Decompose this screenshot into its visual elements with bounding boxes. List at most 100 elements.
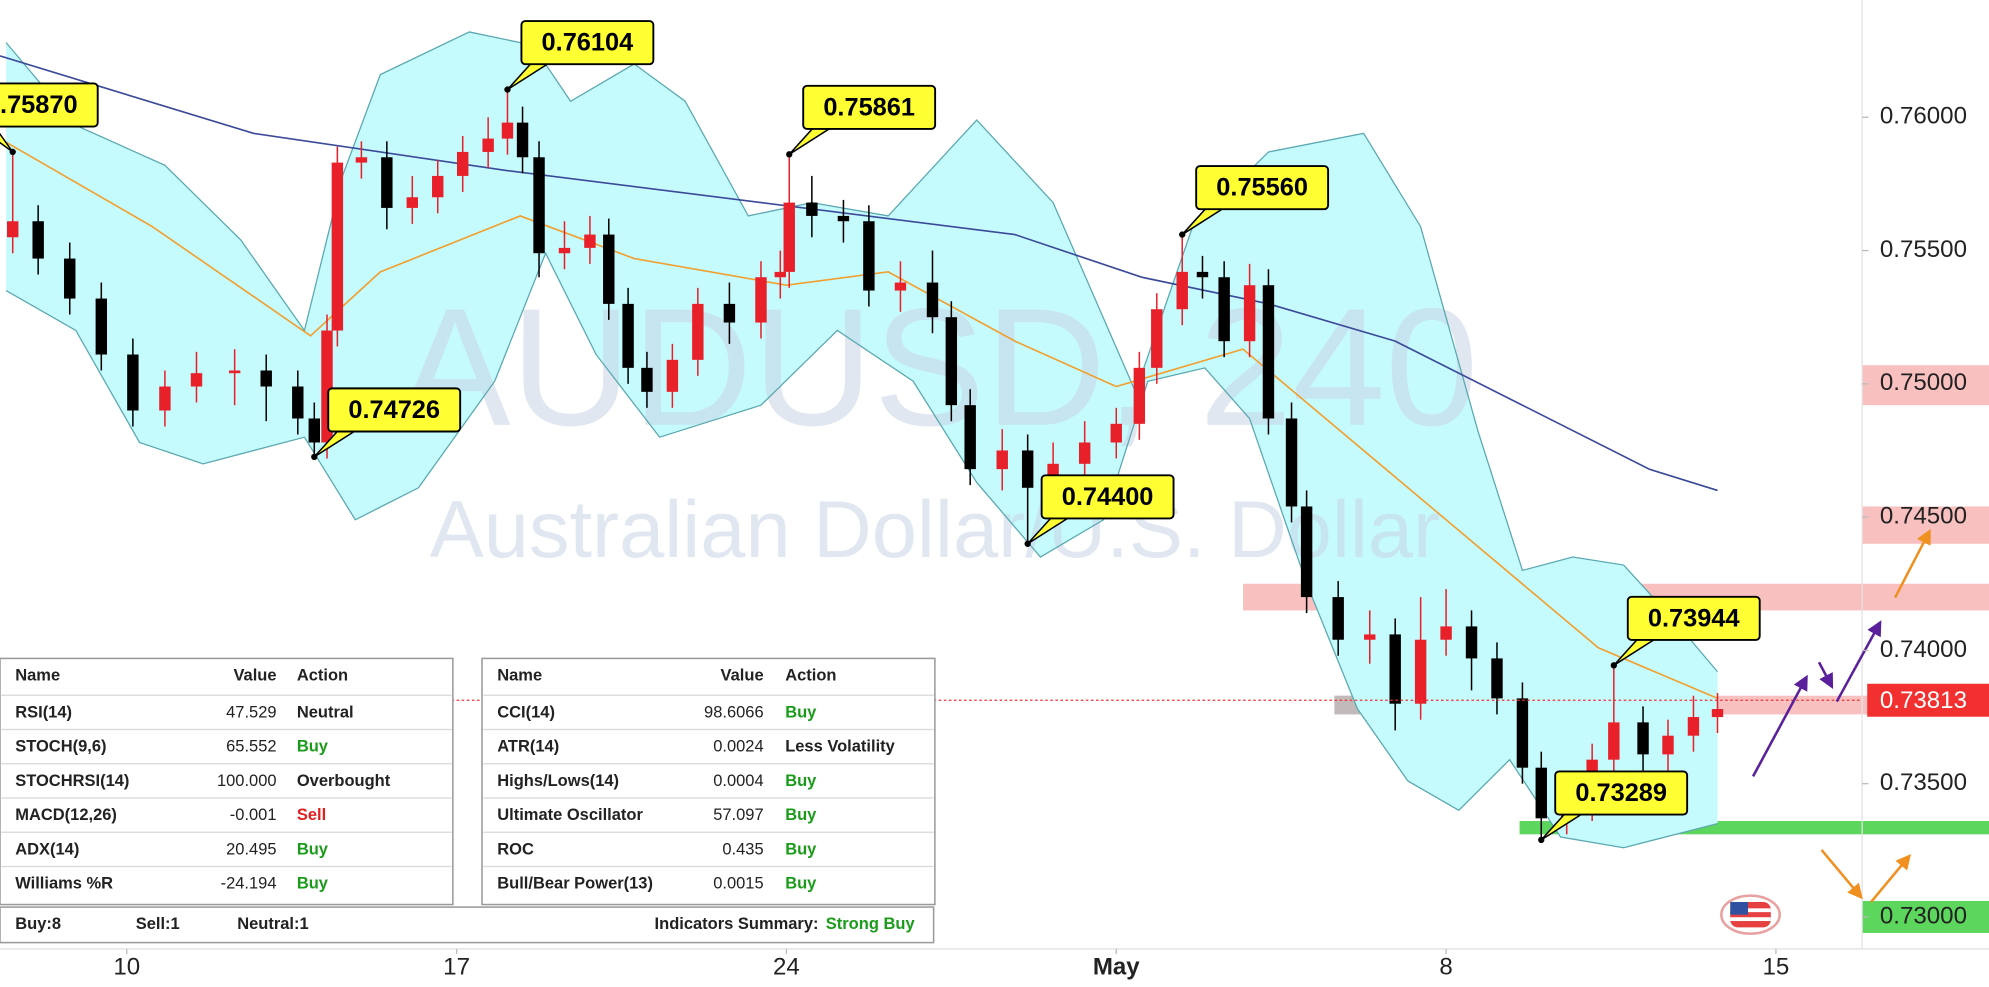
candle-body	[783, 202, 795, 272]
indicator-name: ADX(14)	[15, 840, 79, 858]
indicator-name: MACD(12,26)	[15, 806, 117, 824]
candle-body	[482, 138, 494, 152]
annotation-label: 0.73944	[1648, 604, 1740, 632]
annotation-pointer	[0, 132, 14, 153]
indicator-name: ATR(14)	[497, 738, 559, 756]
candle-body	[381, 157, 393, 208]
indicator-action: Sell	[297, 806, 326, 824]
candle-body	[32, 221, 44, 259]
y-tick-label: 0.74500	[1880, 502, 1967, 529]
flag-stripe	[1730, 917, 1771, 922]
candle-body	[584, 234, 596, 248]
candle-body	[1151, 309, 1163, 368]
annotation-point	[1024, 540, 1031, 547]
annotation-label: 0.76104	[542, 29, 634, 57]
flag-icon	[1720, 894, 1781, 935]
candle-body	[558, 247, 571, 254]
indicator-value: 0.0015	[713, 875, 763, 893]
candle-body	[837, 215, 850, 222]
summary-text: Sell:1	[136, 915, 180, 933]
candle-body	[1110, 423, 1122, 443]
summary-bar	[0, 906, 935, 944]
price-zone	[1862, 365, 1989, 406]
table-header: Action	[297, 667, 348, 685]
summary-text: Strong Buy	[826, 915, 916, 933]
arrow	[1820, 849, 1863, 900]
candle-body	[1414, 639, 1427, 704]
candle-body	[1711, 709, 1724, 718]
candle-body	[1389, 634, 1401, 704]
candle-body	[355, 157, 368, 163]
candle-body	[228, 370, 241, 374]
arrow	[1751, 674, 1808, 778]
band-upper	[5, 31, 1719, 673]
candle-body	[774, 271, 787, 278]
candle-body	[1196, 271, 1209, 278]
indicator-value: 0.0024	[713, 738, 763, 756]
arrow	[1817, 661, 1834, 690]
indicator-name: Bull/Bear Power(13)	[497, 875, 653, 893]
indicator-action: Overbought	[297, 772, 391, 790]
indicator-name: CCI(14)	[497, 703, 555, 721]
price-label: 0.73813	[1880, 687, 1967, 714]
candle-body	[432, 175, 444, 198]
indicator-value: -24.194	[221, 875, 277, 893]
candle-body	[1243, 285, 1256, 342]
candle-body	[127, 354, 139, 411]
annotation-label: 0.74400	[1062, 483, 1154, 511]
annotation-box	[1195, 165, 1330, 211]
annotation-point	[504, 86, 511, 93]
indicator-table	[481, 657, 936, 906]
watermark-symbol: AUDUSD, 240	[399, 274, 1478, 461]
indicator-action: Buy	[785, 875, 817, 893]
candle-body	[1262, 285, 1275, 419]
indicator-action: Buy	[297, 875, 329, 893]
annotation-box	[0, 82, 99, 128]
annotation-label: 0.75560	[1216, 174, 1308, 202]
annotation-label: 0.75870	[0, 91, 78, 119]
x-tick-label: 15	[1763, 953, 1790, 980]
indicator-name: ROC	[497, 840, 534, 858]
candle-body	[723, 303, 736, 323]
price-zone	[1862, 900, 1989, 933]
candle-body	[1218, 277, 1230, 342]
candle-body	[1608, 722, 1620, 760]
flag-canton	[1730, 902, 1748, 915]
indicator-action: Buy	[785, 772, 817, 790]
arrows	[1751, 528, 1931, 903]
annotation-point	[786, 151, 793, 158]
annotation-point	[311, 453, 318, 461]
table-header: Value	[233, 667, 276, 685]
candle-body	[308, 418, 320, 443]
annotation-point	[1179, 231, 1186, 238]
annotation-label: 0.75861	[823, 93, 915, 121]
x-tick-label: 10	[113, 953, 140, 980]
candle-body	[1491, 658, 1503, 699]
indicator-action: Buy	[297, 738, 329, 756]
candle-body	[926, 282, 939, 318]
candle-body	[603, 234, 615, 304]
x-tick-label: 17	[443, 953, 470, 980]
annotation-box	[802, 84, 937, 130]
candle-body	[406, 197, 419, 208]
candle-body	[1637, 722, 1649, 755]
y-tick-label: 0.73500	[1880, 769, 1967, 796]
candle-body	[863, 221, 875, 291]
band-fill	[6, 31, 1718, 848]
table-header: Action	[785, 667, 836, 685]
candle-body	[321, 330, 333, 443]
annotation-box	[1554, 770, 1689, 816]
annotation-point	[1610, 662, 1618, 669]
indicator-name: Williams %R	[15, 875, 113, 893]
y-tick-label: 0.75500	[1880, 236, 1967, 263]
indicator-action: Buy	[785, 703, 817, 721]
table-header: Name	[15, 667, 60, 685]
band-lower	[5, 251, 1718, 849]
y-tick-label: 0.75000	[1880, 369, 1967, 396]
candle-body	[1516, 698, 1529, 768]
indicator-value: 0.0004	[713, 772, 763, 790]
table-header: Name	[497, 667, 542, 685]
indicator-action: Buy	[785, 806, 817, 824]
annotation-box	[520, 20, 655, 66]
